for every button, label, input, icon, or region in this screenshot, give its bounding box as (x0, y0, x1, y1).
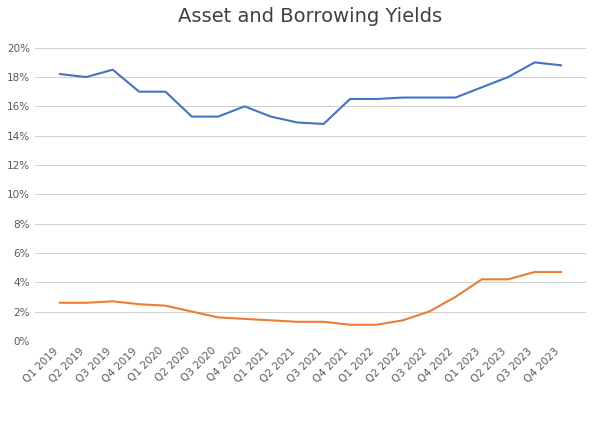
Asset Yield (399, 95, 406, 100)
Asset Yield (452, 95, 459, 100)
Asset Yield (83, 74, 90, 80)
Asset Yield (162, 89, 169, 94)
Borrowing Yield (320, 319, 327, 324)
Borrowing Yield (373, 322, 380, 327)
Asset Yield (294, 120, 301, 125)
Asset Yield (346, 97, 353, 102)
Asset Yield (188, 114, 195, 119)
Asset Yield (557, 62, 565, 68)
Borrowing Yield (346, 322, 353, 327)
Borrowing Yield (267, 318, 275, 323)
Line: Asset Yield: Asset Yield (60, 62, 561, 124)
Borrowing Yield (215, 315, 222, 320)
Borrowing Yield (479, 277, 486, 282)
Borrowing Yield (83, 300, 90, 305)
Line: Borrowing Yield: Borrowing Yield (60, 272, 561, 325)
Asset Yield (320, 121, 327, 127)
Asset Yield (136, 89, 143, 94)
Borrowing Yield (188, 309, 195, 314)
Borrowing Yield (531, 269, 538, 274)
Title: Asset and Borrowing Yields: Asset and Borrowing Yields (178, 7, 442, 26)
Asset Yield (531, 60, 538, 65)
Asset Yield (267, 114, 275, 119)
Borrowing Yield (557, 269, 565, 274)
Borrowing Yield (162, 303, 169, 309)
Asset Yield (479, 85, 486, 90)
Borrowing Yield (452, 294, 459, 299)
Borrowing Yield (109, 298, 116, 304)
Borrowing Yield (399, 318, 406, 323)
Borrowing Yield (505, 277, 512, 282)
Borrowing Yield (136, 302, 143, 307)
Borrowing Yield (294, 319, 301, 324)
Asset Yield (505, 74, 512, 80)
Asset Yield (373, 97, 380, 102)
Asset Yield (241, 104, 248, 109)
Asset Yield (215, 114, 222, 119)
Asset Yield (426, 95, 433, 100)
Asset Yield (109, 67, 116, 72)
Asset Yield (56, 72, 63, 77)
Borrowing Yield (56, 300, 63, 305)
Borrowing Yield (426, 309, 433, 314)
Borrowing Yield (241, 316, 248, 322)
